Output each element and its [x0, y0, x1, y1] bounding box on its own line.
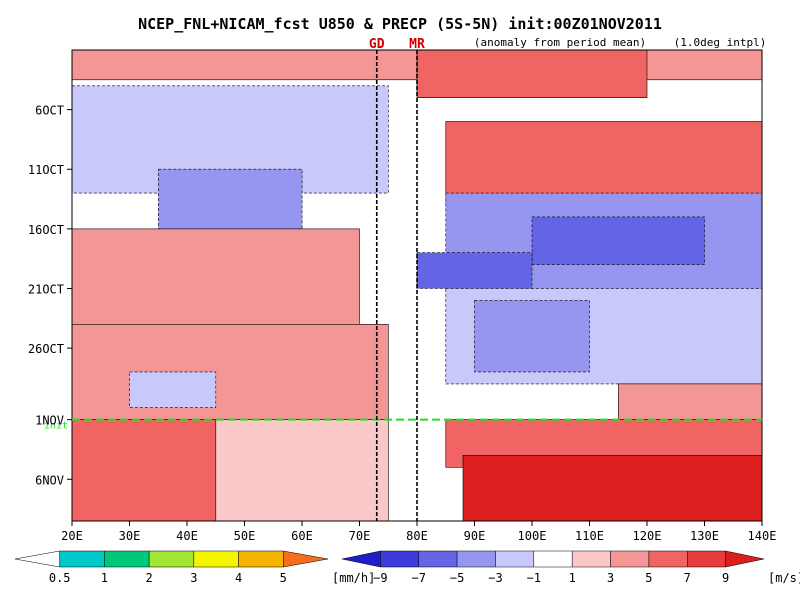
colorbar-label: 9 — [722, 571, 729, 585]
colorbar-label: 0.5 — [49, 571, 71, 585]
chart-subtitle-left: (anomaly from period mean) — [474, 36, 646, 49]
x-tick-label: 70E — [349, 529, 371, 543]
colorbar-swatch — [238, 550, 284, 568]
marker-label-mr: MR — [409, 37, 425, 52]
colorbar-swatch — [687, 550, 726, 568]
x-axis: 20E 30E 40E 50E 60E 70E 80E 90E 100E 110E 120E 130E… — [61, 521, 776, 543]
u850-region-10 — [474, 300, 590, 373]
x-tick-label: 50E — [234, 529, 256, 543]
colorbar-label: 3 — [190, 571, 197, 585]
colorbar-swatch — [14, 550, 60, 568]
colorbar-label: 3 — [607, 571, 614, 585]
colorbar-swatch — [104, 550, 150, 568]
chart-title: NCEP_FNL+NICAM_fcst U850 & PRECP (5S-5N)… — [138, 15, 662, 33]
colorbar-swatch — [533, 550, 573, 568]
y-tick-label: 21OCT — [28, 282, 64, 296]
u850-region-13 — [617, 383, 763, 420]
colorbar-swatch — [193, 550, 239, 568]
colorbar-swatch — [341, 550, 381, 568]
colorbar-label: 7 — [684, 571, 691, 585]
colorbar-swatch — [59, 550, 105, 568]
colorbar-swatch — [571, 550, 611, 568]
colorbar-label: −9 — [373, 571, 387, 585]
colorbar-label: 1 — [569, 571, 576, 585]
u850-region-7 — [71, 228, 360, 325]
y-axis: 6OCT 11OCT 16OCT 21OCT 26OCT 1NOV 6NOV — [28, 104, 72, 487]
vertical-markers: GD MR — [369, 37, 425, 521]
colorbar-label: 5 — [280, 571, 287, 585]
y-tick-label: 11OCT — [28, 163, 64, 177]
u850-region-1 — [416, 49, 648, 99]
colorbar-label: 2 — [146, 571, 153, 585]
y-tick-label: 1NOV — [35, 414, 64, 428]
precip-colorbar: 0.5 1 2 3 4 5 [mm/h] — [14, 550, 375, 585]
colorbar-swatch — [725, 550, 765, 568]
x-tick-label: 130E — [690, 529, 719, 543]
x-tick-label: 140E — [748, 529, 777, 543]
colorbar-label: −3 — [488, 571, 502, 585]
u850-region-12 — [129, 371, 217, 408]
colorbar-label: 1 — [101, 571, 108, 585]
plot-area: init — [44, 49, 763, 522]
u850-region-15 — [215, 419, 389, 522]
colorbar-label: 4 — [235, 571, 242, 585]
colorbar-swatch — [148, 550, 195, 568]
colorbar-swatch — [418, 550, 458, 568]
u850-region-17 — [462, 455, 763, 522]
colorbar-label: −5 — [450, 571, 464, 585]
init-label: init — [44, 421, 68, 432]
colorbar-label: −7 — [412, 571, 426, 585]
colorbar-label: −1 — [527, 571, 541, 585]
u850-region-8 — [416, 252, 533, 289]
u850-region-6 — [531, 216, 705, 265]
chart-subtitle-right: (1.0deg intpl) — [674, 36, 767, 49]
colorbar-swatch — [456, 550, 496, 568]
marker-label-gd: GD — [369, 37, 385, 52]
x-tick-label: 120E — [633, 529, 662, 543]
colorbar-unit: [m/s] — [768, 571, 800, 585]
colorbar-swatch — [380, 550, 419, 568]
colorbar-swatch — [648, 550, 688, 568]
x-tick-label: 110E — [575, 529, 604, 543]
y-tick-label: 16OCT — [28, 223, 64, 237]
y-tick-label: 26OCT — [28, 342, 64, 356]
colorbar-swatch — [610, 550, 650, 568]
u850-region-3 — [445, 121, 763, 206]
x-tick-label: 30E — [119, 529, 141, 543]
colorbar-swatch — [283, 550, 329, 568]
u850-region-4 — [158, 168, 303, 230]
colorbar-unit: [mm/h] — [332, 571, 375, 585]
x-tick-label: 100E — [518, 529, 547, 543]
x-tick-label: 80E — [406, 529, 428, 543]
x-tick-label: 60E — [291, 529, 313, 543]
x-tick-label: 90E — [464, 529, 486, 543]
y-tick-label: 6NOV — [35, 473, 64, 487]
u850-colorbar: −9 −7 −5 −3 −1 1 3 5 7 9 [m/s] — [341, 550, 800, 585]
x-tick-label: 20E — [61, 529, 83, 543]
y-tick-label: 6OCT — [35, 104, 64, 118]
u850-region-11 — [71, 323, 389, 420]
colorbar-swatch — [495, 550, 535, 568]
u850-region-14 — [71, 419, 217, 522]
x-tick-label: 40E — [176, 529, 198, 543]
colorbar-label: 5 — [645, 571, 652, 585]
